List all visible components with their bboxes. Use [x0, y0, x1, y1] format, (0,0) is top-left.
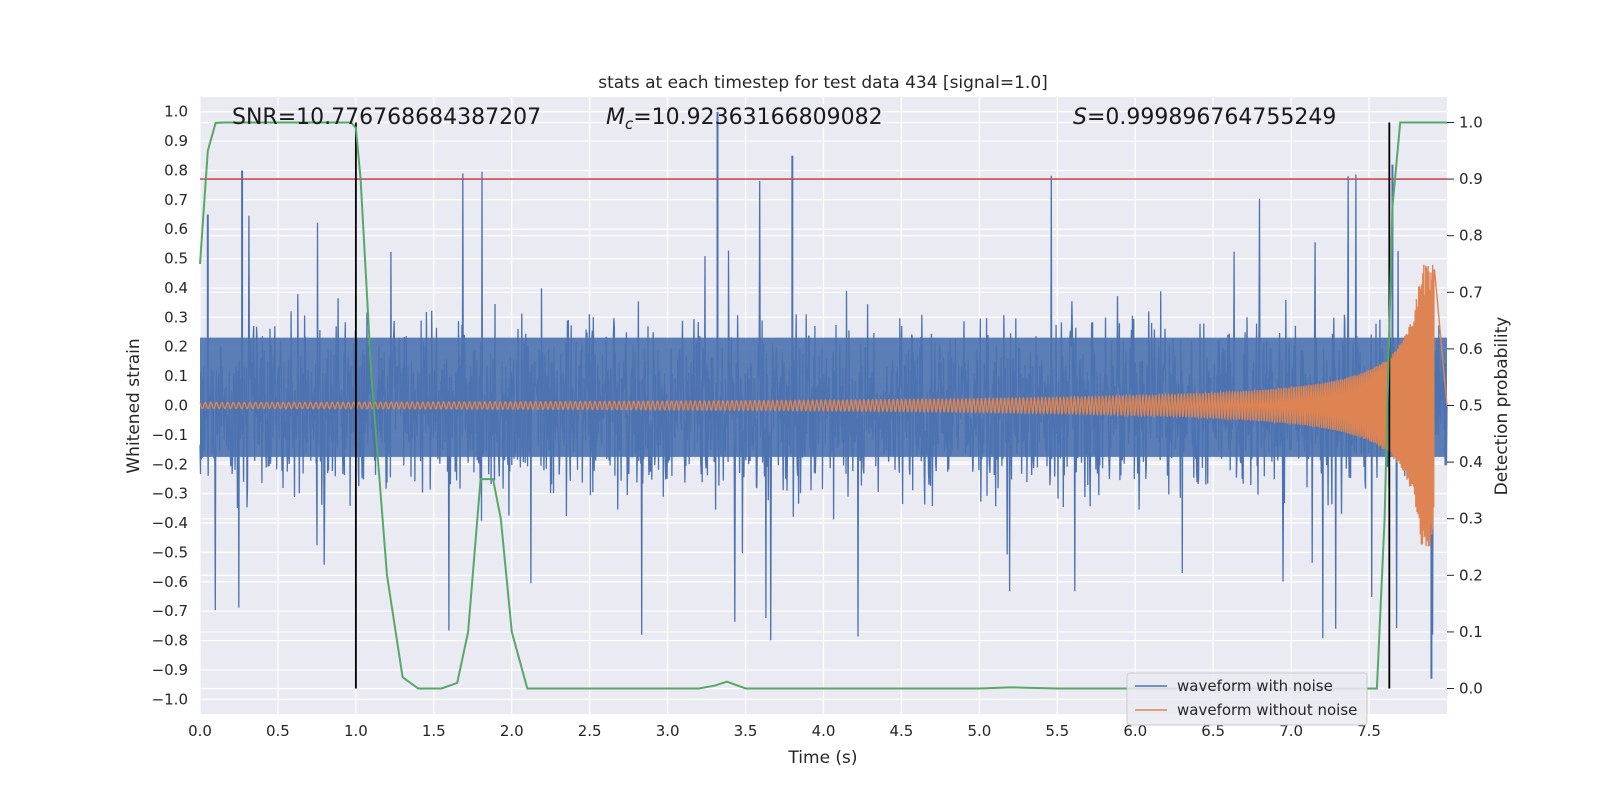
- y-tick-label: −0.5: [152, 543, 188, 561]
- y-tick-label: 0.1: [164, 367, 188, 385]
- x-tick-label: 3.5: [734, 722, 758, 740]
- x-tick-label: 1.0: [344, 722, 368, 740]
- legend: waveform with noise waveform without noi…: [1126, 672, 1368, 726]
- chirp-mass-value: =10.92363166809082: [633, 105, 882, 130]
- y-tick-label: 0.8: [164, 161, 188, 179]
- x-tick-label: 7.0: [1279, 722, 1303, 740]
- score-annotation: S=0.999896764755249: [1073, 105, 1336, 130]
- legend-label-noisy: waveform with noise: [1177, 677, 1333, 695]
- y-tick-label: 0.0: [164, 397, 188, 415]
- chart-title: stats at each timestep for test data 434…: [598, 73, 1048, 93]
- y-tick-label: 0.2: [164, 338, 188, 356]
- y-tick-label: −0.1: [152, 426, 188, 444]
- x-tick-label: 3.0: [656, 722, 680, 740]
- x-tick-label: 7.5: [1357, 722, 1381, 740]
- legend-label-clean: waveform without noise: [1177, 701, 1357, 719]
- x-tick-label: 4.5: [890, 722, 914, 740]
- y-tick-label: 0.7: [164, 191, 188, 209]
- y2-tick-label: 0.2: [1459, 566, 1483, 584]
- y-tick-label: 0.4: [164, 279, 188, 297]
- y2-tick-label: 0.0: [1459, 680, 1483, 698]
- y2-tick-label: 0.5: [1459, 397, 1483, 415]
- x-tick-label: 2.5: [578, 722, 602, 740]
- snr-annotation: SNR=10.776768684387207: [232, 105, 541, 130]
- x-tick-label: 4.0: [812, 722, 836, 740]
- y2-tick-label: 0.8: [1459, 227, 1483, 245]
- clean-waveform-line: [199, 264, 1448, 547]
- y2-tick-label: 0.4: [1459, 453, 1483, 471]
- chirp-mass-symbol: M: [606, 105, 625, 130]
- y-tick-label: −0.8: [152, 632, 188, 650]
- y-axis-label: Whitened strain: [124, 338, 144, 473]
- y2-axis-label: Detection probability: [1492, 317, 1512, 496]
- y-tick-label: −0.6: [152, 573, 188, 591]
- chirp-mass-annotation: Mc=10.92363166809082: [606, 105, 883, 133]
- y-tick-label: 0.9: [164, 132, 188, 150]
- y-tick-label: 1.0: [164, 103, 188, 121]
- y2-tick-label: 0.6: [1459, 340, 1483, 358]
- x-axis-label: Time (s): [787, 748, 857, 768]
- y-tick-label: 0.5: [164, 250, 188, 268]
- x-tick-label: 2.0: [500, 722, 524, 740]
- y-tick-label: −1.0: [152, 690, 188, 708]
- y-tick-label: 0.6: [164, 220, 188, 238]
- score-symbol: S: [1073, 105, 1087, 130]
- y2-tick-label: 1.0: [1459, 113, 1483, 131]
- y-tick-label: −0.9: [152, 661, 188, 679]
- y2-tick-label: 0.9: [1459, 170, 1483, 188]
- y-tick-label: −0.4: [152, 514, 188, 532]
- y-tick-label: 0.3: [164, 308, 188, 326]
- chirp-mass-subscript: c: [625, 115, 634, 133]
- x-tick-label: 6.5: [1201, 722, 1225, 740]
- legend-box: [1126, 672, 1368, 726]
- x-tick-label: 6.0: [1123, 722, 1147, 740]
- x-tick-label: 1.5: [422, 722, 446, 740]
- x-tick-label: 0.5: [266, 722, 290, 740]
- score-value: =0.999896764755249: [1087, 105, 1336, 130]
- x-tick-label: 0.0: [188, 722, 212, 740]
- x-tick-label: 5.5: [1045, 722, 1069, 740]
- y2-tick-label: 0.1: [1459, 623, 1483, 641]
- ticks: 0.0 0.5 1.0 1.5 2.0 2.5 3.0 3.5 4.0 4.5 5.0 5.5 6.0 6…: [152, 103, 1483, 740]
- y-tick-label: −0.3: [152, 485, 188, 503]
- y-tick-label: −0.2: [152, 455, 188, 473]
- y-tick-label: −0.7: [152, 602, 188, 620]
- series-layer: [199, 111, 1448, 679]
- noisy-waveform-core: [200, 337, 1447, 457]
- x-tick-label: 5.0: [967, 722, 991, 740]
- y2-tick-label: 0.3: [1459, 510, 1483, 528]
- y2-tick-label: 0.7: [1459, 283, 1483, 301]
